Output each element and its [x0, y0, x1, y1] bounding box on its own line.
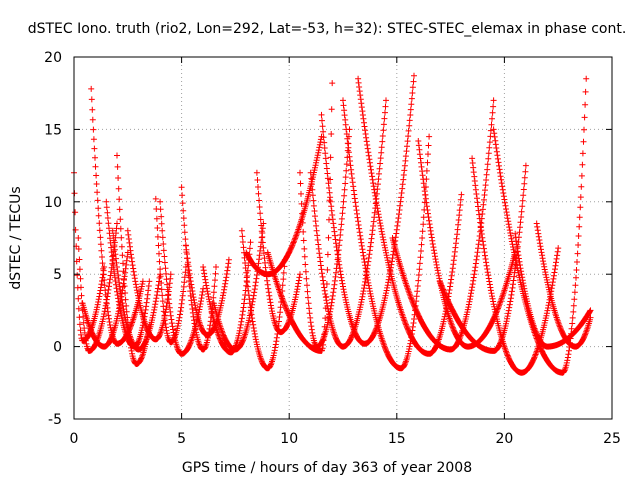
arc-series — [340, 97, 433, 372]
plus-marker-path — [238, 227, 288, 372]
y-tick-label: 0 — [53, 340, 62, 356]
arc-series — [124, 227, 174, 343]
x-tick-label: 20 — [495, 431, 513, 447]
y-tick-label: 15 — [44, 122, 62, 138]
plus-marker-path — [389, 97, 497, 353]
arc-series — [297, 126, 353, 350]
plus-marker-path — [297, 126, 353, 350]
plus-marker-path — [533, 220, 594, 350]
plus-marker-path — [318, 72, 417, 347]
x-tick-label: 15 — [388, 431, 406, 447]
x-tick-label: 25 — [603, 431, 621, 447]
x-tick-label: 0 — [70, 431, 79, 447]
plus-marker-path — [307, 97, 389, 350]
data-points — [71, 72, 594, 376]
arc-series — [307, 97, 389, 350]
plus-marker-path — [88, 85, 146, 347]
arc-series — [264, 80, 336, 354]
plus-marker-path — [114, 152, 153, 367]
plus-marker-path — [355, 75, 465, 357]
arc-series — [318, 72, 417, 347]
arc-series — [238, 227, 288, 372]
y-tick-label: 10 — [44, 195, 62, 211]
plus-marker-path — [340, 97, 433, 372]
y-tick-label: 5 — [53, 267, 62, 283]
x-axis-label: GPS time / hours of day 363 of year 2008 — [182, 460, 472, 476]
chart-title: dSTEC Iono. truth (rio2, Lon=292, Lat=-5… — [28, 21, 627, 37]
x-tick-label: 5 — [177, 431, 186, 447]
arc-series — [533, 220, 594, 350]
x-tick-label: 10 — [280, 431, 298, 447]
plus-marker-path — [436, 162, 529, 354]
arc-series — [389, 97, 497, 353]
arc-series — [436, 162, 529, 354]
plus-marker-path — [124, 227, 174, 343]
y-tick-label: 20 — [44, 50, 62, 66]
axis-ticks: 0 5 10 15 20 25 -5 0 5 10 15 20 — [44, 50, 621, 447]
arc-series — [114, 152, 153, 367]
y-axis-label: dSTEC / TECUs — [8, 186, 24, 289]
plot-frame — [73, 56, 613, 420]
y-tick-label: -5 — [48, 412, 62, 428]
arc-series — [88, 85, 146, 347]
arc-series — [355, 75, 465, 357]
plus-marker-path — [264, 80, 336, 354]
